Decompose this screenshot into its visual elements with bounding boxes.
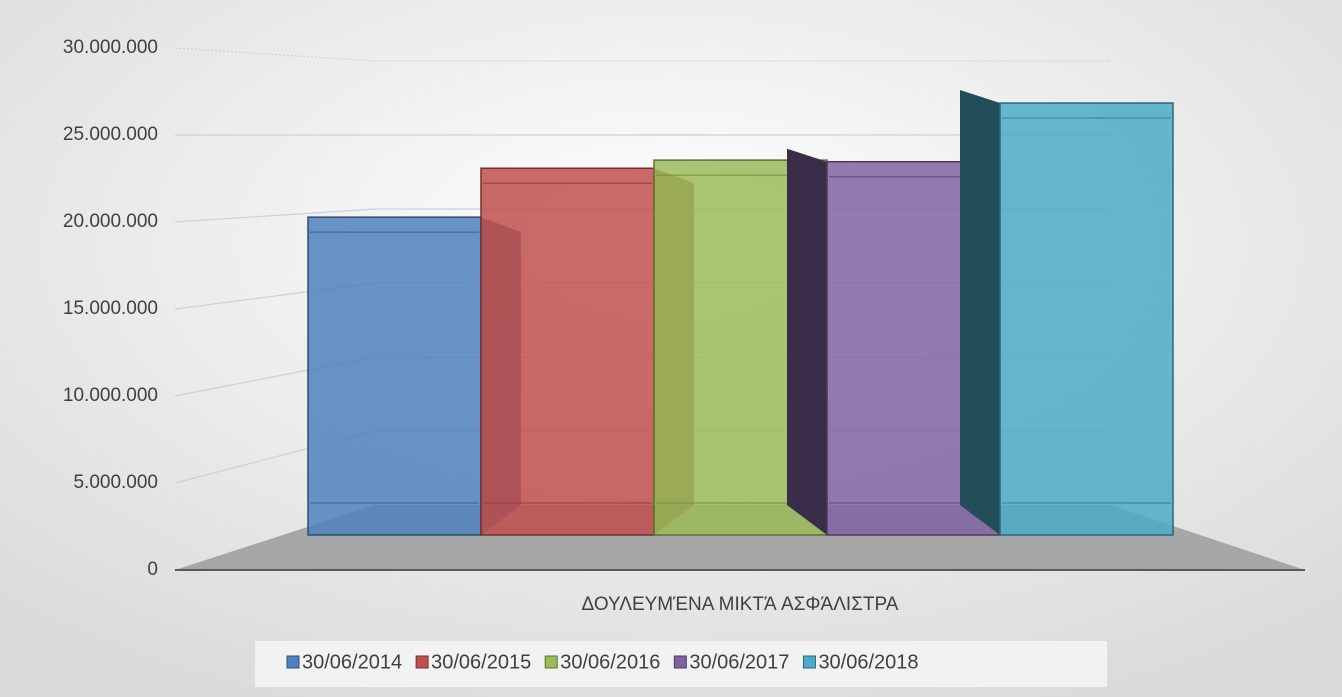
legend-text: 30/06/2017: [689, 651, 789, 673]
bar-front: [999, 102, 1174, 536]
legend-text: 30/06/2018: [818, 651, 918, 673]
grid-line: [174, 47, 1110, 62]
legend-swatch: [415, 655, 429, 669]
y-tick-label: 30.000.000: [63, 37, 158, 58]
bar: [960, 90, 1174, 536]
y-tick-label: 10.000.000: [63, 385, 158, 406]
legend-text: 30/06/2014: [302, 651, 402, 673]
legend-text: 30/06/2016: [560, 651, 660, 673]
legend-text: 30/06/2015: [431, 651, 531, 673]
y-tick-label: 15.000.000: [63, 298, 158, 319]
legend-swatch: [544, 655, 558, 669]
bar-front: [307, 216, 482, 536]
legend-swatch: [286, 655, 300, 669]
x-tick-label: ΔΟΥΛΕΥΜΈΝΑ ΜΙΚΤΆ ΑΣΦΆΛΙΣΤΡΑ: [582, 594, 899, 615]
y-tick-label: 20.000.000: [63, 211, 158, 232]
y-tick-label: 0: [147, 559, 158, 580]
bar-front: [480, 167, 655, 536]
y-tick-label: 25.000.000: [63, 124, 158, 145]
bar-side: [787, 148, 827, 536]
bar-side: [960, 90, 1000, 536]
legend-swatch: [673, 655, 687, 669]
legend-swatch: [802, 655, 816, 669]
y-tick-label: 5.000.000: [73, 472, 158, 493]
